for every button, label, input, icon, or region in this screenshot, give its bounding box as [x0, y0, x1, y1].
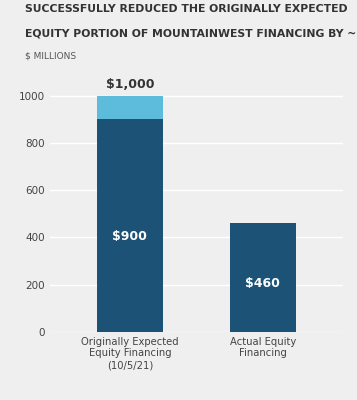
- Text: $900: $900: [112, 230, 147, 243]
- Bar: [96, 96, 163, 119]
- Text: $1,000: $1,000: [106, 78, 154, 91]
- Text: EQUITY PORTION OF MOUNTAINWEST FINANCING BY ~50%: EQUITY PORTION OF MOUNTAINWEST FINANCING…: [25, 28, 357, 38]
- Bar: [96, 119, 163, 332]
- Text: SUCCESSFULLY REDUCED THE ORIGINALLY EXPECTED: SUCCESSFULLY REDUCED THE ORIGINALLY EXPE…: [25, 4, 348, 14]
- Text: $ MILLIONS: $ MILLIONS: [25, 52, 76, 61]
- Text: $460: $460: [246, 276, 280, 290]
- Bar: [230, 223, 296, 332]
